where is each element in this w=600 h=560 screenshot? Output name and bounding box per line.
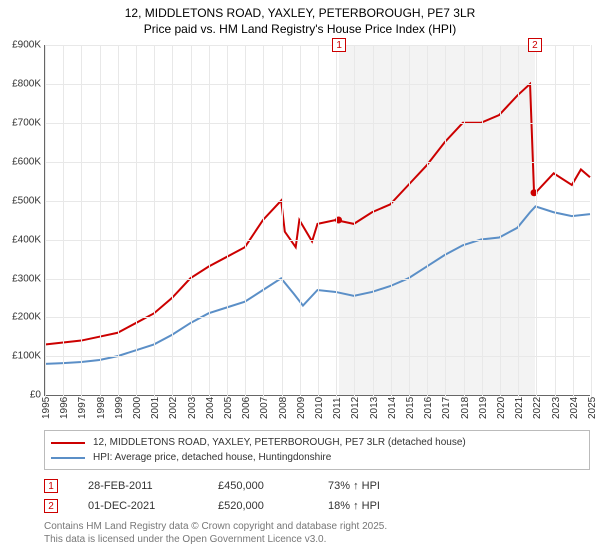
x-axis-label: 2014 bbox=[387, 397, 398, 419]
legend-row: HPI: Average price, detached house, Hunt… bbox=[51, 450, 583, 465]
footer-line1: Contains HM Land Registry data © Crown c… bbox=[44, 520, 590, 533]
gridline-v bbox=[136, 45, 137, 399]
gridline-v bbox=[354, 45, 355, 399]
x-axis-label: 2004 bbox=[205, 397, 216, 419]
gridline-v bbox=[263, 45, 264, 399]
x-axis-label: 2010 bbox=[314, 397, 325, 419]
gridline-v bbox=[154, 45, 155, 399]
x-axis-label: 2019 bbox=[478, 397, 489, 419]
x-axis-label: 2023 bbox=[551, 397, 562, 419]
gridline-v bbox=[555, 45, 556, 399]
x-axis-label: 2021 bbox=[514, 397, 525, 419]
gridline-v bbox=[464, 45, 465, 399]
x-axis-label: 2013 bbox=[369, 397, 380, 419]
gridline-v bbox=[336, 45, 337, 399]
x-axis-label: 2020 bbox=[496, 397, 507, 419]
title-line2: Price paid vs. HM Land Registry's House … bbox=[10, 22, 590, 38]
transaction-row: 1 28-FEB-2011 £450,000 73% ↑ HPI bbox=[44, 476, 590, 496]
transaction-price: £450,000 bbox=[218, 480, 298, 492]
x-axis-label: 2003 bbox=[187, 397, 198, 419]
gridline-v bbox=[427, 45, 428, 399]
gridline-v bbox=[209, 45, 210, 399]
gridline-v bbox=[63, 45, 64, 399]
x-axis-label: 2006 bbox=[241, 397, 252, 419]
x-axis-label: 2008 bbox=[278, 397, 289, 419]
y-axis-label: £700K bbox=[12, 117, 45, 128]
legend-label: 12, MIDDLETONS ROAD, YAXLEY, PETERBOROUG… bbox=[93, 437, 466, 448]
chart-container: 12, MIDDLETONS ROAD, YAXLEY, PETERBOROUG… bbox=[0, 0, 600, 560]
gridline-v bbox=[100, 45, 101, 399]
x-axis-label: 2011 bbox=[332, 398, 343, 420]
x-axis-label: 2018 bbox=[460, 397, 471, 419]
transaction-date: 01-DEC-2021 bbox=[88, 500, 188, 512]
y-axis-label: £100K bbox=[12, 351, 45, 362]
gridline-v bbox=[518, 45, 519, 399]
transaction-rows: 1 28-FEB-2011 £450,000 73% ↑ HPI 2 01-DE… bbox=[44, 476, 590, 516]
y-axis-label: £400K bbox=[12, 234, 45, 245]
y-axis-label: £600K bbox=[12, 156, 45, 167]
gridline-v bbox=[282, 45, 283, 399]
gridline-v bbox=[409, 45, 410, 399]
gridline-v bbox=[45, 45, 46, 399]
x-axis-label: 2012 bbox=[350, 397, 361, 419]
x-axis-label: 2005 bbox=[223, 397, 234, 419]
gridline-v bbox=[191, 45, 192, 399]
x-axis-label: 2025 bbox=[587, 397, 598, 419]
x-axis-label: 1998 bbox=[96, 397, 107, 419]
y-axis-label: £800K bbox=[12, 79, 45, 90]
legend-label: HPI: Average price, detached house, Hunt… bbox=[93, 452, 331, 463]
x-axis-label: 1997 bbox=[77, 397, 88, 419]
gridline-v bbox=[391, 45, 392, 399]
legend: 12, MIDDLETONS ROAD, YAXLEY, PETERBOROUG… bbox=[44, 430, 590, 470]
gridline-v bbox=[482, 45, 483, 399]
x-axis-label: 2002 bbox=[168, 397, 179, 419]
y-axis-label: £500K bbox=[12, 195, 45, 206]
x-axis-label: 2017 bbox=[441, 397, 452, 419]
marker-badge: 2 bbox=[44, 499, 58, 513]
y-axis-label: £200K bbox=[12, 312, 45, 323]
gridline-v bbox=[172, 45, 173, 399]
gridline-v bbox=[300, 45, 301, 399]
footer-line2: This data is licensed under the Open Gov… bbox=[44, 533, 590, 546]
gridline-v bbox=[81, 45, 82, 399]
x-axis-label: 2024 bbox=[569, 397, 580, 419]
gridline-v bbox=[245, 45, 246, 399]
y-axis-label: £300K bbox=[12, 273, 45, 284]
x-axis-label: 2000 bbox=[132, 397, 143, 419]
x-axis-label: 2016 bbox=[423, 397, 434, 419]
legend-swatch bbox=[51, 442, 85, 444]
x-axis-label: 2001 bbox=[150, 397, 161, 419]
x-axis-label: 1996 bbox=[59, 397, 70, 419]
gridline-v bbox=[591, 45, 592, 399]
x-axis-label: 1999 bbox=[114, 397, 125, 419]
chart-area: £0£100K£200K£300K£400K£500K£600K£700K£80… bbox=[44, 45, 590, 396]
gridline-v bbox=[573, 45, 574, 399]
legend-row: 12, MIDDLETONS ROAD, YAXLEY, PETERBOROUG… bbox=[51, 435, 583, 450]
footer: Contains HM Land Registry data © Crown c… bbox=[44, 520, 590, 546]
transaction-change: 18% ↑ HPI bbox=[328, 500, 380, 512]
transaction-price: £520,000 bbox=[218, 500, 298, 512]
x-axis-label: 2009 bbox=[296, 397, 307, 419]
gridline-v bbox=[227, 45, 228, 399]
gridline-v bbox=[536, 45, 537, 399]
transaction-date: 28-FEB-2011 bbox=[88, 480, 188, 492]
legend-swatch bbox=[51, 457, 85, 459]
y-axis-label: £900K bbox=[12, 40, 45, 51]
gridline-v bbox=[445, 45, 446, 399]
transaction-change: 73% ↑ HPI bbox=[328, 480, 380, 492]
x-axis-label: 2015 bbox=[405, 397, 416, 419]
x-axis-label: 2007 bbox=[259, 397, 270, 419]
chart-marker: 2 bbox=[528, 38, 542, 52]
x-axis-label: 2022 bbox=[532, 397, 543, 419]
gridline-v bbox=[118, 45, 119, 399]
x-axis-label: 1995 bbox=[41, 397, 52, 419]
marker-badge: 1 bbox=[44, 479, 58, 493]
gridline-v bbox=[318, 45, 319, 399]
title-block: 12, MIDDLETONS ROAD, YAXLEY, PETERBOROUG… bbox=[0, 0, 600, 41]
transaction-row: 2 01-DEC-2021 £520,000 18% ↑ HPI bbox=[44, 496, 590, 516]
gridline-v bbox=[373, 45, 374, 399]
gridline-v bbox=[500, 45, 501, 399]
title-line1: 12, MIDDLETONS ROAD, YAXLEY, PETERBOROUG… bbox=[10, 6, 590, 22]
chart-marker: 1 bbox=[332, 38, 346, 52]
